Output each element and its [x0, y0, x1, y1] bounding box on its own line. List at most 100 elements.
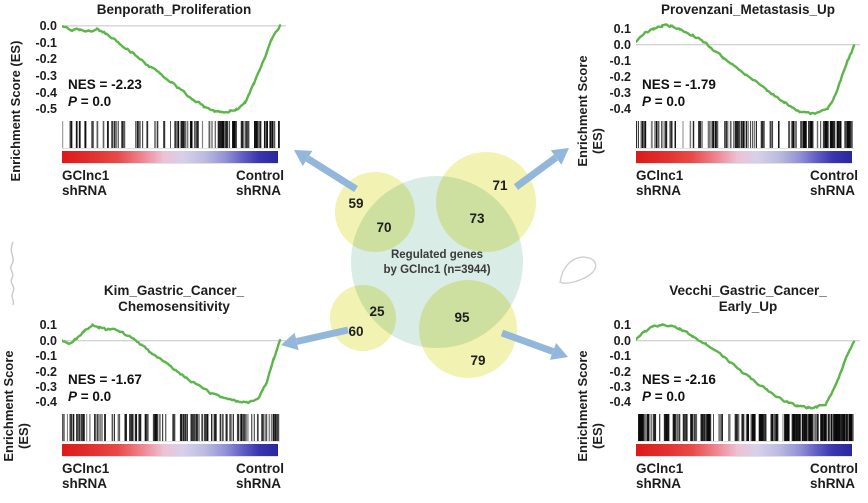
rank-metric-gradient-bar	[636, 151, 852, 164]
y-axis-label-line1: Enrichment Score	[1, 350, 16, 462]
p-value: P = 0.0	[68, 94, 112, 109]
y-tick--0.3: -0.3	[609, 85, 631, 100]
enrichment-curve-chart	[62, 323, 286, 405]
group-label-left: GClnc1 shRNA	[62, 461, 109, 491]
enrichment-plot: NES = -1.67 P = 0.0	[62, 317, 290, 413]
group-label-right: Control shRNA	[810, 168, 858, 198]
group-label-left-line: shRNA	[62, 183, 108, 198]
panel-title-line: Kim_Gastric_Cancer_	[103, 283, 245, 298]
nes-value: NES = -2.23	[68, 77, 142, 92]
y-axis-label-line1: Enrichment Score	[575, 350, 590, 462]
plot-column: NES = -2.16 P = 0.0 GClnc1 shRNA Control s…	[636, 317, 864, 491]
enrichment-plot: NES = -1.79 P = 0.0	[636, 20, 864, 120]
group-label-left-line: shRNA	[62, 476, 108, 491]
venn-circle-provenzani	[436, 152, 536, 252]
y-tick--0.2: -0.2	[35, 52, 57, 67]
enrichment-curve-chart	[62, 24, 286, 114]
gsea-panel-top-left: Benporath_Proliferation Enrichment Score…	[0, 2, 292, 198]
y-axis-tick-labels: 0.1 0.0 -0.1 -0.2 -0.3 -0.4	[604, 317, 636, 413]
panel-title: Provenzani_Metastasis_Up	[634, 2, 862, 18]
group-label-left: GClnc1 shRNA	[636, 168, 683, 198]
venn-count-benporath-unique: 59	[348, 196, 363, 211]
enrichment-plot: NES = -2.23 P = 0.0	[62, 20, 290, 120]
venn-count-provenzani-unique: 71	[492, 178, 508, 193]
panel-title: Vecchi_Gastric_Cancer_ Early_Up	[634, 283, 862, 315]
y-tick-0.0: 0.0	[613, 37, 631, 52]
y-axis-label-line1: Enrichment Score (ES)	[8, 40, 23, 182]
y-tick-0.1: 0.1	[613, 318, 631, 333]
group-label-left: GClnc1 shRNA	[62, 168, 109, 198]
y-tick--0.2: -0.2	[609, 69, 631, 84]
y-tick--0.5: -0.5	[35, 102, 57, 117]
gsea-panel-bottom-left: Kim_Gastric_Cancer_ Chemosensitivity Enri…	[0, 283, 292, 491]
p-value: P = 0.0	[68, 388, 112, 404]
arrow-to-provenzani	[513, 148, 569, 190]
panel-body: Enrichment Score (ES) 0.1 0.0 -0.1 -0.2 -0.3-…	[574, 20, 866, 198]
y-axis-label-line1: Enrichment Score	[575, 55, 590, 167]
arrow-to-vecchi	[500, 329, 568, 360]
enrichment-plot: NES = -2.16 P = 0.0	[636, 317, 864, 413]
gsea-panel-top-right: Provenzani_Metastasis_Up Enrichment Scor…	[574, 2, 866, 198]
venn-circle-benporath	[335, 172, 415, 252]
panel-title: Benporath_Proliferation	[60, 2, 288, 18]
nes-annotation: NES = -1.79 P = 0.0	[642, 76, 716, 110]
y-tick-0.0: 0.0	[613, 333, 631, 348]
y-axis-label: Enrichment Score (ES)	[574, 20, 605, 198]
group-label-left-line: GClnc1	[636, 461, 684, 476]
y-axis-label-line2: (ES)	[590, 128, 605, 154]
gene-hit-barcode	[636, 414, 854, 442]
venn-count-vecchi-overlap: 95	[454, 310, 470, 325]
y-tick--0.4: -0.4	[609, 101, 631, 116]
p-symbol: P	[68, 388, 78, 404]
group-label-right: Control shRNA	[236, 461, 284, 491]
rank-metric-gradient-bar	[62, 151, 278, 164]
group-label-left-line: GClnc1	[62, 461, 110, 476]
y-tick--0.4: -0.4	[35, 395, 57, 410]
decorative-squiggle-right	[559, 256, 597, 284]
y-tick-0.0: 0.0	[39, 18, 57, 33]
group-label-right-line: shRNA	[810, 183, 856, 198]
y-tick--0.2: -0.2	[35, 364, 57, 379]
p-symbol: P	[68, 94, 78, 109]
venn-count-kim-overlap: 25	[369, 304, 385, 319]
panel-body: Enrichment Score (ES) 0.1 0.0 -0.1 -0.2 -0.3-…	[0, 317, 292, 491]
gene-hit-barcode	[62, 414, 280, 442]
group-label-left-line: GClnc1	[636, 168, 684, 183]
venn-count-benporath-overlap: 70	[376, 220, 391, 235]
y-tick--0.1: -0.1	[609, 349, 631, 364]
y-axis-label: Enrichment Score (ES)	[574, 317, 605, 491]
y-tick--0.1: -0.1	[35, 35, 57, 50]
group-label-right-line: shRNA	[810, 476, 856, 491]
panel-title-line: Benporath_Proliferation	[96, 2, 252, 17]
y-axis-label-line2: (ES)	[16, 423, 31, 449]
nes-value: NES = -1.79	[642, 77, 716, 92]
y-tick-0.0: 0.0	[39, 333, 57, 348]
y-axis-tick-labels: 0.1 0.0 -0.1 -0.2 -0.3 -0.4	[30, 317, 62, 413]
y-tick--0.1: -0.1	[35, 349, 57, 364]
nes-annotation: NES = -1.67 P = 0.0	[68, 371, 142, 405]
group-label-left-line: shRNA	[636, 183, 682, 198]
y-tick--0.4: -0.4	[609, 395, 631, 410]
venn-circle-kim	[330, 285, 396, 351]
venn-diagram: 59 70 71 73 60 25 79 95 Regulated genes …	[330, 152, 536, 378]
plot-column: NES = -1.79 P = 0.0 GClnc1 shRNA Control s…	[636, 20, 864, 198]
panel-title-line: Vecchi_Gastric_Cancer_	[669, 283, 827, 298]
group-label-left-line: GClnc1	[62, 168, 110, 183]
nes-annotation: NES = -2.23 P = 0.0	[68, 76, 142, 110]
y-tick-0.1: 0.1	[613, 21, 631, 36]
group-label-left-line: shRNA	[636, 476, 682, 491]
y-axis-label: Enrichment Score (ES)	[0, 20, 30, 198]
panel-title-line: Provenzani_Metastasis_Up	[660, 2, 836, 17]
y-tick--0.3: -0.3	[35, 379, 57, 394]
y-axis-tick-labels: 0.1 0.0 -0.1 -0.2 -0.3 -0.4	[604, 20, 636, 120]
panel-title-line: Early_Up	[718, 299, 778, 314]
group-label-left: GClnc1 shRNA	[636, 461, 683, 491]
rank-metric-gradient-bar	[62, 444, 278, 457]
p-value: P = 0.0	[642, 388, 686, 404]
y-tick--0.4: -0.4	[35, 85, 57, 100]
venn-center-label-line1: Regulated genes	[391, 249, 483, 261]
venn-count-provenzani-overlap: 73	[469, 211, 485, 226]
venn-center-label-line2: by GClnc1 (n=3944)	[383, 264, 490, 276]
y-tick--0.2: -0.2	[609, 364, 631, 379]
